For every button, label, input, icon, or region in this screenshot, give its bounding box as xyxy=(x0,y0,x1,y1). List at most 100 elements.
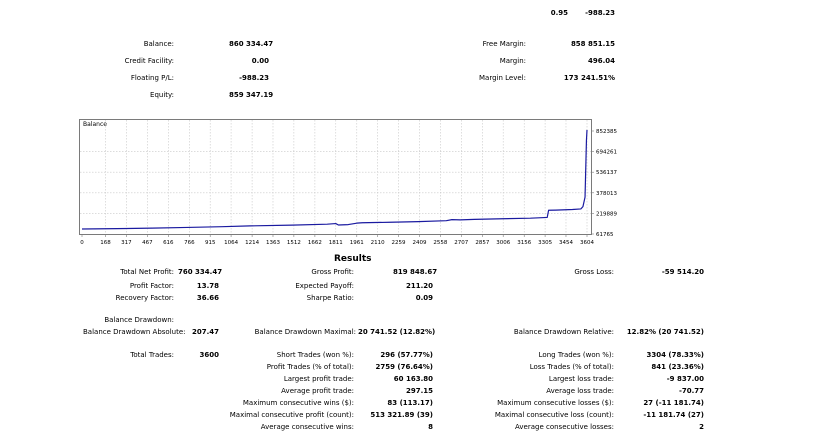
long-trades-label: Long Trades (won %): xyxy=(538,351,614,359)
average-loss-trade-label: Average loss trade: xyxy=(546,387,614,395)
balance-drawdown-relative-label: Balance Drawdown Relative: xyxy=(513,328,614,336)
average-profit-trade-label: Average profit trade: xyxy=(281,387,354,395)
equity-label: Equity: xyxy=(150,91,174,99)
average-loss-trade-value: -70.77 xyxy=(678,387,704,395)
max-consecutive-wins-value: 83 (113.17) xyxy=(387,399,433,407)
gross-loss-label: Gross Loss: xyxy=(574,268,614,276)
top-left-value: 0.95 xyxy=(550,9,568,17)
total-trades-value: 3600 xyxy=(199,351,219,359)
top-right-value: -988.23 xyxy=(585,9,615,17)
avg-consecutive-wins-label: Average consecutive wins: xyxy=(260,423,354,431)
largest-loss-trade-label: Largest loss trade: xyxy=(548,375,614,383)
x-tick-label: 317 xyxy=(121,240,132,246)
sharpe-ratio-label: Sharpe Ratio: xyxy=(306,294,354,302)
x-tick-label: 1064 xyxy=(224,240,238,246)
chart-y-ticks: 852385 694261 536137 378013 219889 61765 xyxy=(591,129,617,238)
maximal-consecutive-loss-label: Maximal consecutive loss (count): xyxy=(494,411,614,419)
floating-pl-label: Floating P/L: xyxy=(130,74,174,82)
largest-profit-trade-label: Largest profit trade: xyxy=(283,375,354,383)
avg-consecutive-losses-label: Average consecutive losses: xyxy=(515,423,614,431)
total-net-profit-value: 760 334.47 xyxy=(178,268,223,276)
free-margin-value: 858 851.15 xyxy=(570,40,615,48)
balance-drawdown-label: Balance Drawdown: xyxy=(104,316,174,324)
balance-chart: Balance 852385 694261 536137 378013 219889 61… xyxy=(79,119,617,246)
avg-consecutive-wins-value: 8 xyxy=(428,423,433,431)
x-tick-label: 1961 xyxy=(350,240,364,246)
gross-profit-label: Gross Profit: xyxy=(311,268,354,276)
x-tick-label: 1363 xyxy=(266,240,280,246)
balance-value: 860 334.47 xyxy=(229,40,274,48)
results-title: Results xyxy=(334,254,372,264)
sharpe-ratio-value: 0.09 xyxy=(415,294,433,302)
expected-payoff-label: Expected Payoff: xyxy=(295,282,354,290)
loss-trades-label: Loss Trades (% of total): xyxy=(529,363,614,371)
margin-value: 496.04 xyxy=(587,57,615,65)
y-tick-label: 852385 xyxy=(596,129,617,135)
short-trades-value: 296 (57.77%) xyxy=(380,351,433,359)
balance-drawdown-maximal-label: Balance Drawdown Maximal: xyxy=(254,328,356,336)
chart-x-ticks: 0 168 317 467 616 766 915 1064 1214 1363 1512 1662 1… xyxy=(80,234,594,246)
y-tick-label: 694261 xyxy=(596,150,617,156)
balance-drawdown-absolute-label: Balance Drawdown Absolute: xyxy=(83,328,186,336)
profit-trades-value: 2759 (76.64%) xyxy=(375,363,433,371)
y-tick-label: 219889 xyxy=(596,211,617,217)
max-consecutive-wins-label: Maximum consecutive wins ($): xyxy=(242,399,354,407)
balance-drawdown-absolute-value: 207.47 xyxy=(191,328,219,336)
x-tick-label: 1662 xyxy=(308,240,322,246)
x-tick-label: 2857 xyxy=(475,240,489,246)
max-consecutive-losses-label: Maximum consecutive losses ($): xyxy=(497,399,614,407)
gross-profit-value: 819 848.67 xyxy=(393,268,438,276)
largest-profit-trade-value: 60 163.80 xyxy=(393,375,433,383)
total-net-profit-label: Total Net Profit: xyxy=(120,268,174,276)
x-tick-label: 1811 xyxy=(329,240,343,246)
recovery-factor-value: 36.66 xyxy=(196,294,219,302)
x-tick-label: 616 xyxy=(163,240,174,246)
x-tick-label: 915 xyxy=(205,240,216,246)
free-margin-label: Free Margin: xyxy=(482,40,526,48)
short-trades-label: Short Trades (won %): xyxy=(276,351,354,359)
x-tick-label: 467 xyxy=(142,240,153,246)
x-tick-label: 3305 xyxy=(538,240,552,246)
expected-payoff-value: 211.20 xyxy=(405,282,433,290)
floating-pl-value: -988.23 xyxy=(239,74,269,82)
maximal-consecutive-profit-label: Maximal consecutive profit (count): xyxy=(229,411,354,419)
credit-facility-value: 0.00 xyxy=(251,57,269,65)
chart-series xyxy=(81,129,588,230)
maximal-consecutive-loss-value: -11 181.74 (27) xyxy=(643,411,704,419)
avg-consecutive-losses-value: 2 xyxy=(699,423,704,431)
recovery-factor-label: Recovery Factor: xyxy=(115,294,174,302)
x-tick-label: 3156 xyxy=(517,240,531,246)
margin-label: Margin: xyxy=(499,57,526,65)
x-tick-label: 2409 xyxy=(413,240,427,246)
profit-factor-value: 13.78 xyxy=(196,282,219,290)
total-trades-label: Total Trades: xyxy=(130,351,174,359)
y-tick-label: 61765 xyxy=(596,232,614,238)
maximal-consecutive-profit-value: 513 321.89 (39) xyxy=(370,411,433,419)
chart-title: Balance xyxy=(83,121,107,128)
x-tick-label: 3006 xyxy=(496,240,510,246)
margin-level-value: 173 241.51% xyxy=(563,74,615,82)
long-trades-value: 3304 (78.33%) xyxy=(646,351,704,359)
balance-label: Balance: xyxy=(143,40,174,48)
average-profit-trade-value: 297.15 xyxy=(405,387,433,395)
margin-level-label: Margin Level: xyxy=(479,74,526,82)
x-tick-label: 168 xyxy=(100,240,111,246)
credit-facility-label: Credit Facility: xyxy=(124,57,174,65)
y-tick-label: 378013 xyxy=(596,191,617,197)
balance-drawdown-maximal-value: 20 741.52 (12.82%) xyxy=(358,328,436,336)
x-tick-label: 0 xyxy=(80,240,84,246)
loss-trades-value: 841 (23.36%) xyxy=(651,363,704,371)
balance-drawdown-relative-value: 12.82% (20 741.52) xyxy=(626,328,704,336)
x-tick-label: 766 xyxy=(184,240,195,246)
x-tick-label: 3604 xyxy=(580,240,594,246)
chart-grid xyxy=(80,120,591,234)
gross-loss-value: -59 514.20 xyxy=(661,268,704,276)
y-tick-label: 536137 xyxy=(596,170,617,176)
balance-line xyxy=(81,129,588,230)
profit-trades-label: Profit Trades (% of total): xyxy=(266,363,354,371)
x-tick-label: 1214 xyxy=(245,240,259,246)
x-tick-label: 2110 xyxy=(371,240,385,246)
profit-factor-label: Profit Factor: xyxy=(129,282,174,290)
largest-loss-trade-value: -9 837.00 xyxy=(666,375,704,383)
max-consecutive-losses-value: 27 (-11 181.74) xyxy=(643,399,704,407)
